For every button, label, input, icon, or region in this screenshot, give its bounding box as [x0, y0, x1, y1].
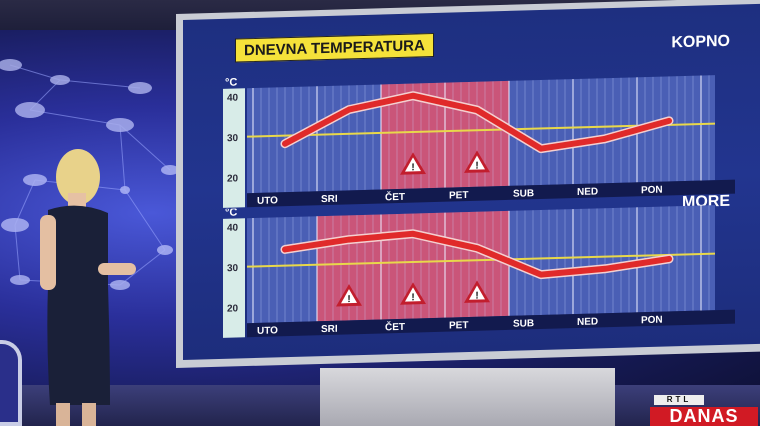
x-tick-label: NED [577, 186, 598, 198]
weather-video-wall: DNEVNA TEMPERATURA KOPNO MORE °C 40 30 20 UT… [183, 3, 760, 360]
svg-text:!: ! [411, 162, 414, 173]
svg-text:!: ! [411, 292, 414, 303]
y-tick-label: 40 [227, 93, 239, 104]
x-tick-label: PET [449, 190, 468, 202]
x-tick-label: NED [577, 316, 598, 328]
day-axis-bar [247, 309, 735, 338]
y-tick-label: 30 [227, 133, 239, 144]
warning-icon: ! [336, 284, 362, 307]
weather-presenter [40, 149, 136, 426]
chart-title: DNEVNA TEMPERATURA [235, 32, 434, 63]
x-tick-label: UTO [257, 195, 278, 207]
temperature-line [282, 230, 672, 278]
channel-logo: RTL DANAS [650, 395, 758, 426]
panel-label-kopno: KOPNO [671, 32, 730, 52]
warning-icon: ! [400, 282, 426, 305]
x-tick-label: SRI [321, 324, 338, 335]
x-tick-label: PET [449, 320, 468, 332]
warning-icon: ! [400, 152, 426, 175]
y-axis-unit: °C [225, 206, 237, 218]
x-tick-label: UTO [257, 325, 278, 337]
threshold-line [247, 252, 715, 268]
y-axis-strip [223, 88, 245, 208]
y-tick-label: 30 [227, 263, 239, 274]
x-tick-label: ČET [385, 320, 405, 334]
warning-icon: ! [464, 150, 490, 173]
logo-danas: DANAS [650, 407, 758, 426]
y-axis-unit: °C [225, 76, 237, 88]
svg-text:!: ! [475, 291, 478, 302]
x-tick-label: SRI [321, 194, 338, 205]
day-axis-bar [247, 179, 735, 208]
x-tick-label: PON [641, 185, 663, 197]
warning-icon: ! [464, 280, 490, 303]
chart-kopno: °C 40 30 20 UTO SRI ČET PET SUB NED PON!! [223, 75, 735, 208]
x-tick-label: SUB [513, 188, 534, 200]
logo-rtl: RTL [654, 395, 704, 405]
video-wall-stand [320, 368, 615, 426]
x-tick-label: SUB [513, 318, 534, 330]
temperature-line [282, 92, 672, 152]
svg-text:!: ! [475, 161, 478, 172]
chart-more: °C 40 30 20 UTO SRI ČET PET SUB NED PON!!! [223, 205, 735, 338]
y-axis-strip [223, 218, 245, 338]
x-tick-label: PON [641, 315, 663, 327]
y-tick-label: 20 [227, 173, 239, 184]
y-tick-label: 20 [227, 303, 239, 314]
y-tick-label: 40 [227, 223, 239, 234]
studio-desk-edge [0, 340, 22, 426]
svg-text:!: ! [347, 294, 350, 305]
x-tick-label: ČET [385, 190, 405, 204]
